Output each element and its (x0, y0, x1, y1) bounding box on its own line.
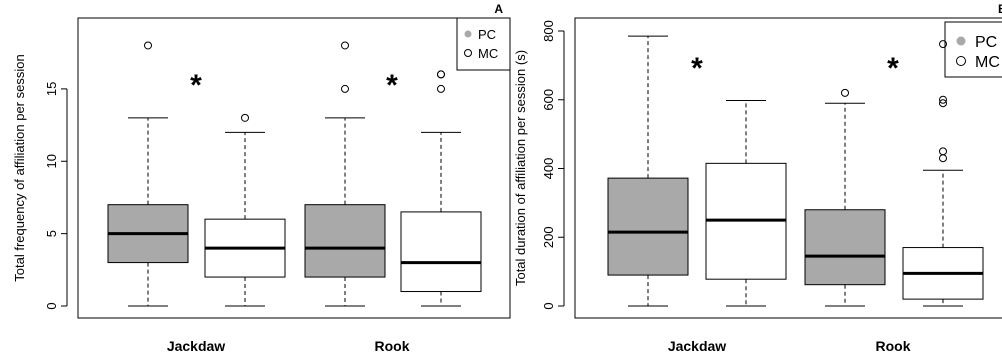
significance-star-rook-b: * (887, 52, 899, 85)
y-axis-title-b: Total duration of affiliation per sessio… (513, 50, 528, 286)
outlier-point (939, 40, 947, 49)
x-tick-rook-b: Rook (876, 338, 911, 354)
y-tick-label: 10 (44, 154, 59, 168)
outlier-point (341, 84, 349, 93)
legend-marker-mc-a (464, 49, 472, 57)
legend-box-b (944, 21, 1002, 78)
y-tick-label: 0 (44, 302, 59, 309)
panel-label-a: A (494, 2, 503, 16)
plot-frame-b (574, 17, 1002, 319)
significance-star-jackdaw-b: * (691, 52, 703, 85)
outlier-point (437, 70, 445, 79)
legend-box-a (456, 17, 511, 71)
legend-label-mc-b: MC (975, 54, 1000, 71)
y-axis-b: 0 200 400 600 800 (541, 20, 565, 310)
y-tick-label: 400 (541, 158, 556, 180)
outlier-point (241, 113, 249, 122)
outlier-point (939, 154, 947, 163)
panel-label-b: B (998, 2, 1002, 16)
y-tick-label: 5 (44, 230, 59, 237)
plot-frame-a (77, 17, 511, 319)
legend-label-pc-b: PC (975, 34, 997, 51)
significance-star-jackdaw-a: * (190, 69, 202, 102)
legend-marker-mc-b (956, 56, 966, 66)
legend-marker-pc-a (464, 30, 472, 38)
box-iqr (607, 177, 689, 276)
box-marks-a (107, 41, 482, 307)
outlier-point (437, 84, 445, 93)
y-tick-label: 800 (541, 20, 556, 42)
box-iqr (400, 211, 482, 293)
x-tick-jackdaw-a: Jackdaw (167, 338, 225, 354)
panel-a: Total frequency of affiliation per sessi… (12, 2, 511, 354)
box-marks-b (607, 35, 984, 307)
y-tick-label: 600 (541, 89, 556, 111)
outlier-point (939, 95, 947, 104)
outlier-point (939, 99, 947, 108)
outlier-point (841, 88, 849, 97)
box-iqr (304, 204, 386, 278)
y-axis-title-a: Total frequency of affiliation per sessi… (12, 54, 27, 281)
legend-label-mc-a: MC (478, 46, 498, 61)
x-tick-jackdaw-b: Jackdaw (668, 338, 726, 354)
y-axis-a: 0 5 10 15 (44, 82, 68, 310)
outlier-point (144, 41, 152, 50)
panel-b: Total duration of affiliation per sessio… (513, 2, 1002, 354)
y-tick-label: 200 (541, 226, 556, 248)
outlier-point (939, 147, 947, 156)
significance-star-rook-a: * (386, 69, 398, 102)
outlier-point (341, 41, 349, 50)
y-tick-label: 15 (44, 82, 59, 96)
legend-label-pc-a: PC (478, 27, 496, 42)
box-iqr (804, 209, 886, 286)
y-tick-label: 0 (541, 302, 556, 309)
legend-marker-pc-b (956, 36, 966, 46)
x-tick-rook-a: Rook (375, 338, 410, 354)
